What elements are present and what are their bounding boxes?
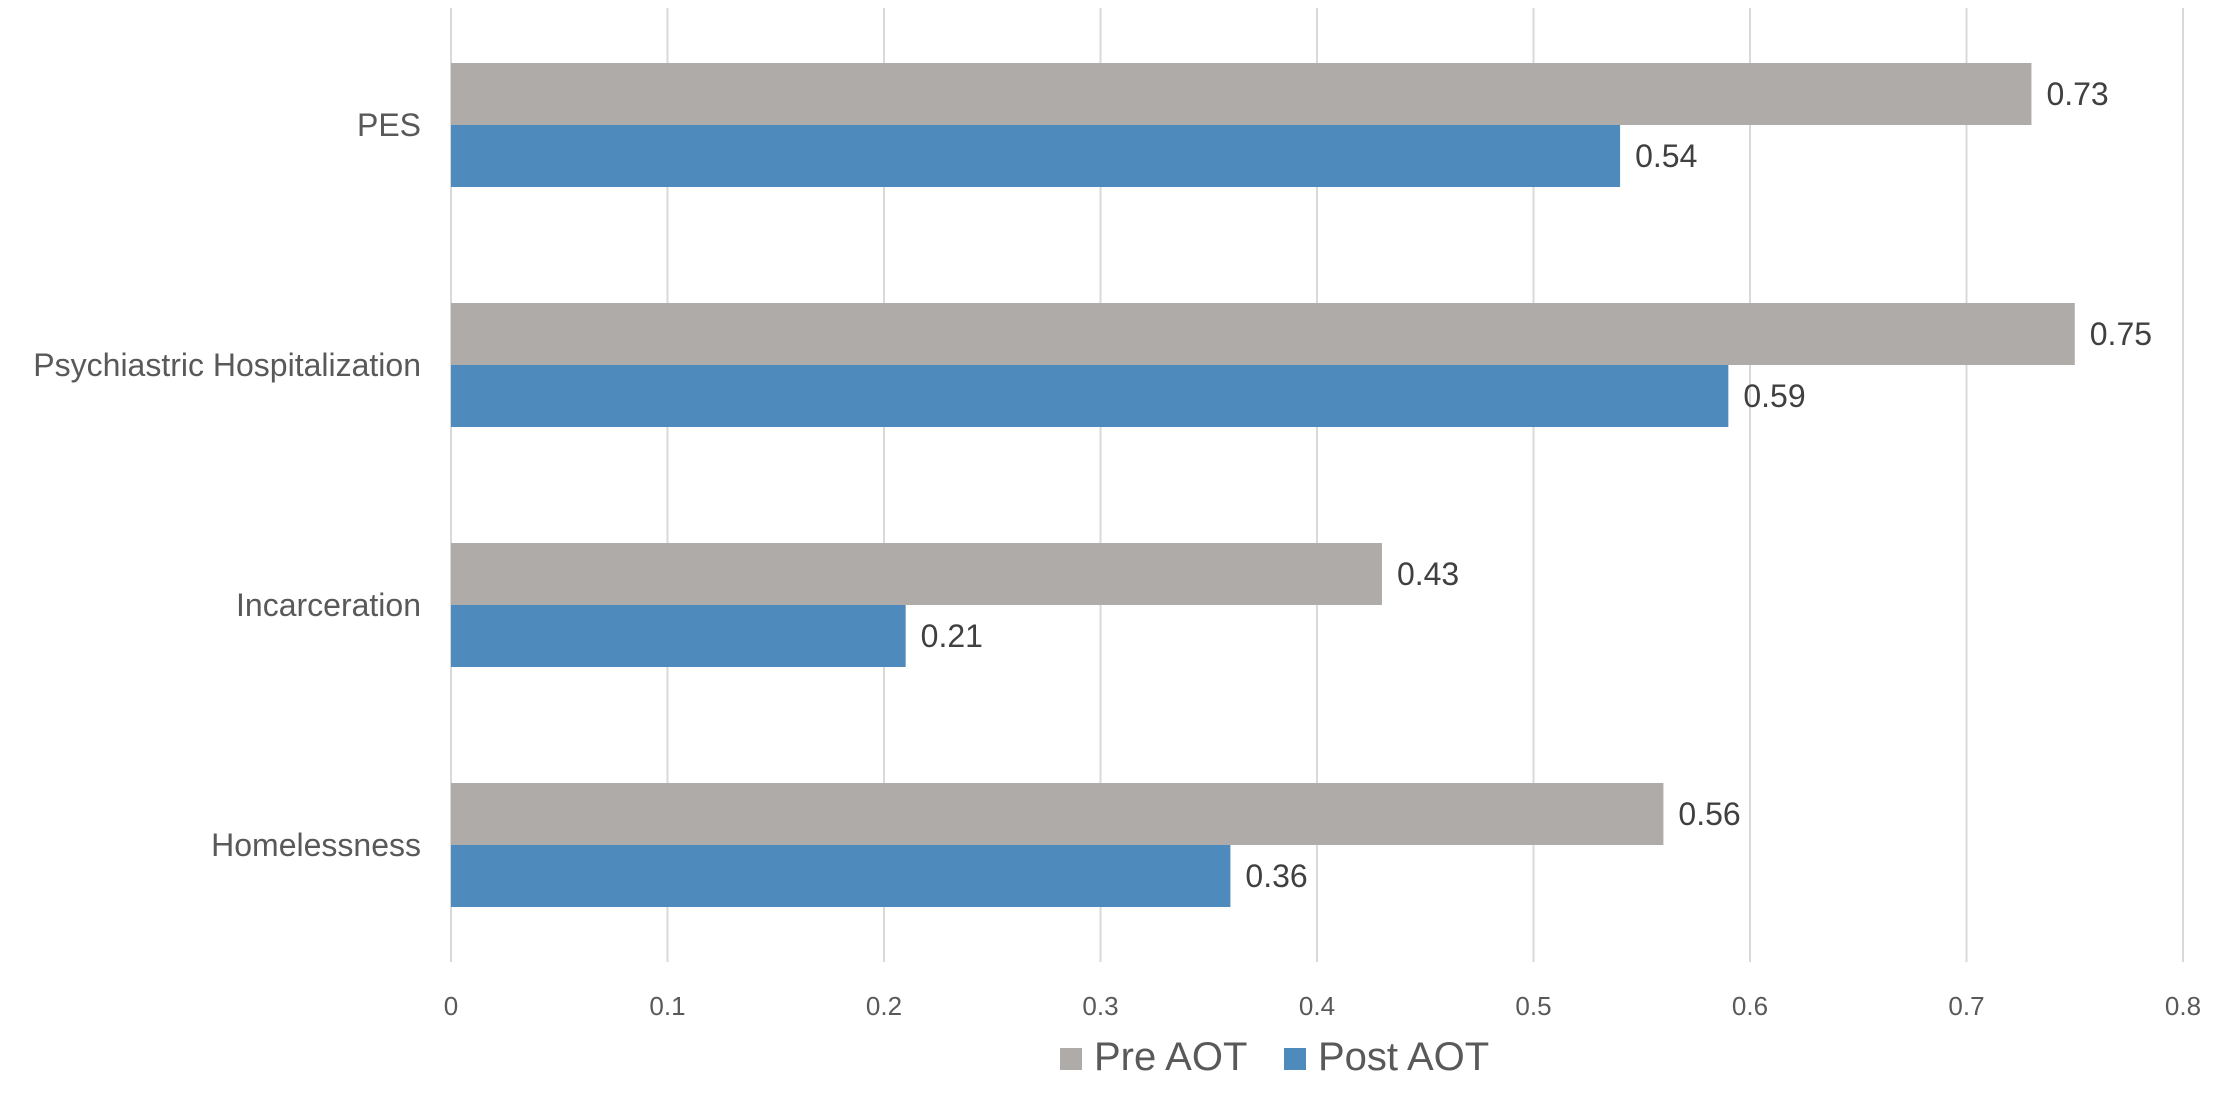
legend: Pre AOT Post AOT	[1060, 1035, 1489, 1079]
bar-pre-aot	[451, 543, 1382, 605]
x-tick-label: 0.4	[1299, 991, 1335, 1021]
x-tick-label: 0.5	[1515, 991, 1551, 1021]
bar-pre-aot	[451, 783, 1664, 845]
category-label: PES	[357, 107, 421, 143]
x-tick-label: 0.3	[1082, 991, 1118, 1021]
category-axis: PES Psychiastric Hospitalization Incarcera…	[33, 107, 421, 863]
data-label: 0.21	[921, 618, 983, 654]
data-label: 0.54	[1635, 138, 1697, 174]
data-label: 0.59	[1743, 378, 1805, 414]
x-tick-label: 0	[444, 991, 458, 1021]
data-label: 0.36	[1245, 858, 1307, 894]
bar-post-aot	[451, 125, 1621, 187]
data-label: 0.43	[1397, 556, 1459, 592]
bar-pre-aot	[451, 63, 2032, 125]
data-label: 0.73	[2046, 76, 2108, 112]
x-tick-label: 0.6	[1732, 991, 1768, 1021]
x-tick-label: 0.7	[1948, 991, 1984, 1021]
bar-pre-aot	[451, 303, 2075, 365]
data-labels: 0.73 0.54 0.75 0.59 0.43 0.21 0.56 0.36	[921, 76, 2152, 894]
data-label: 0.75	[2090, 316, 2152, 352]
value-axis: 0 0.1 0.2 0.3 0.4 0.5 0.6 0.7 0.8	[444, 991, 2201, 1021]
bar-post-aot	[451, 845, 1231, 907]
bar-post-aot	[451, 605, 906, 667]
legend-swatch-post-aot	[1284, 1048, 1306, 1070]
legend-swatch-pre-aot	[1060, 1048, 1082, 1070]
legend-label-pre-aot: Pre AOT	[1094, 1035, 1247, 1079]
category-label: Incarceration	[236, 587, 421, 623]
x-tick-label: 0.2	[866, 991, 902, 1021]
bars	[451, 63, 2075, 907]
x-tick-label: 0.1	[649, 991, 685, 1021]
legend-label-post-aot: Post AOT	[1318, 1035, 1489, 1079]
x-tick-label: 0.8	[2165, 991, 2201, 1021]
category-label: Homelessness	[211, 827, 421, 863]
bar-post-aot	[451, 365, 1729, 427]
category-label: Psychiastric Hospitalization	[33, 347, 421, 383]
data-label: 0.56	[1678, 796, 1740, 832]
